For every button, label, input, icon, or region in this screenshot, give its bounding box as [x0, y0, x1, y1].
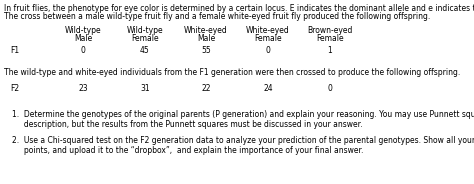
Text: 0: 0	[265, 46, 271, 55]
Text: 2.  Use a Chi-squared test on the F2 generation data to analyze your prediction : 2. Use a Chi-squared test on the F2 gene…	[12, 136, 474, 145]
Text: White-eyed: White-eyed	[246, 26, 290, 35]
Text: Male: Male	[197, 34, 215, 43]
Text: F2: F2	[10, 84, 19, 93]
Text: Wild-type: Wild-type	[127, 26, 164, 35]
Text: Male: Male	[74, 34, 92, 43]
Text: Wild-type: Wild-type	[64, 26, 101, 35]
Text: 0: 0	[81, 46, 85, 55]
Text: Female: Female	[131, 34, 159, 43]
Text: 1.  Determine the genotypes of the original parents (P generation) and explain y: 1. Determine the genotypes of the origin…	[12, 110, 474, 119]
Text: 45: 45	[140, 46, 150, 55]
Text: Brown-eyed: Brown-eyed	[307, 26, 353, 35]
Text: The wild-type and white-eyed individuals from the F1 generation were then crosse: The wild-type and white-eyed individuals…	[4, 68, 460, 77]
Text: Female: Female	[254, 34, 282, 43]
Text: F1: F1	[10, 46, 19, 55]
Text: 23: 23	[78, 84, 88, 93]
Text: Female: Female	[316, 34, 344, 43]
Text: 31: 31	[140, 84, 150, 93]
Text: White-eyed: White-eyed	[184, 26, 228, 35]
Text: 22: 22	[201, 84, 211, 93]
Text: description, but the results from the Punnett squares must be discussed in your : description, but the results from the Pu…	[12, 120, 363, 129]
Text: 55: 55	[201, 46, 211, 55]
Text: In fruit flies, the phenotype for eye color is determined by a certain locus. E : In fruit flies, the phenotype for eye co…	[4, 4, 474, 13]
Text: 0: 0	[328, 84, 332, 93]
Text: 24: 24	[263, 84, 273, 93]
Text: points, and upload it to the “dropbox”,  and explain the importance of your fina: points, and upload it to the “dropbox”, …	[12, 146, 364, 155]
Text: 1: 1	[328, 46, 332, 55]
Text: The cross between a male wild-type fruit fly and a female white-eyed fruit fly p: The cross between a male wild-type fruit…	[4, 12, 430, 21]
